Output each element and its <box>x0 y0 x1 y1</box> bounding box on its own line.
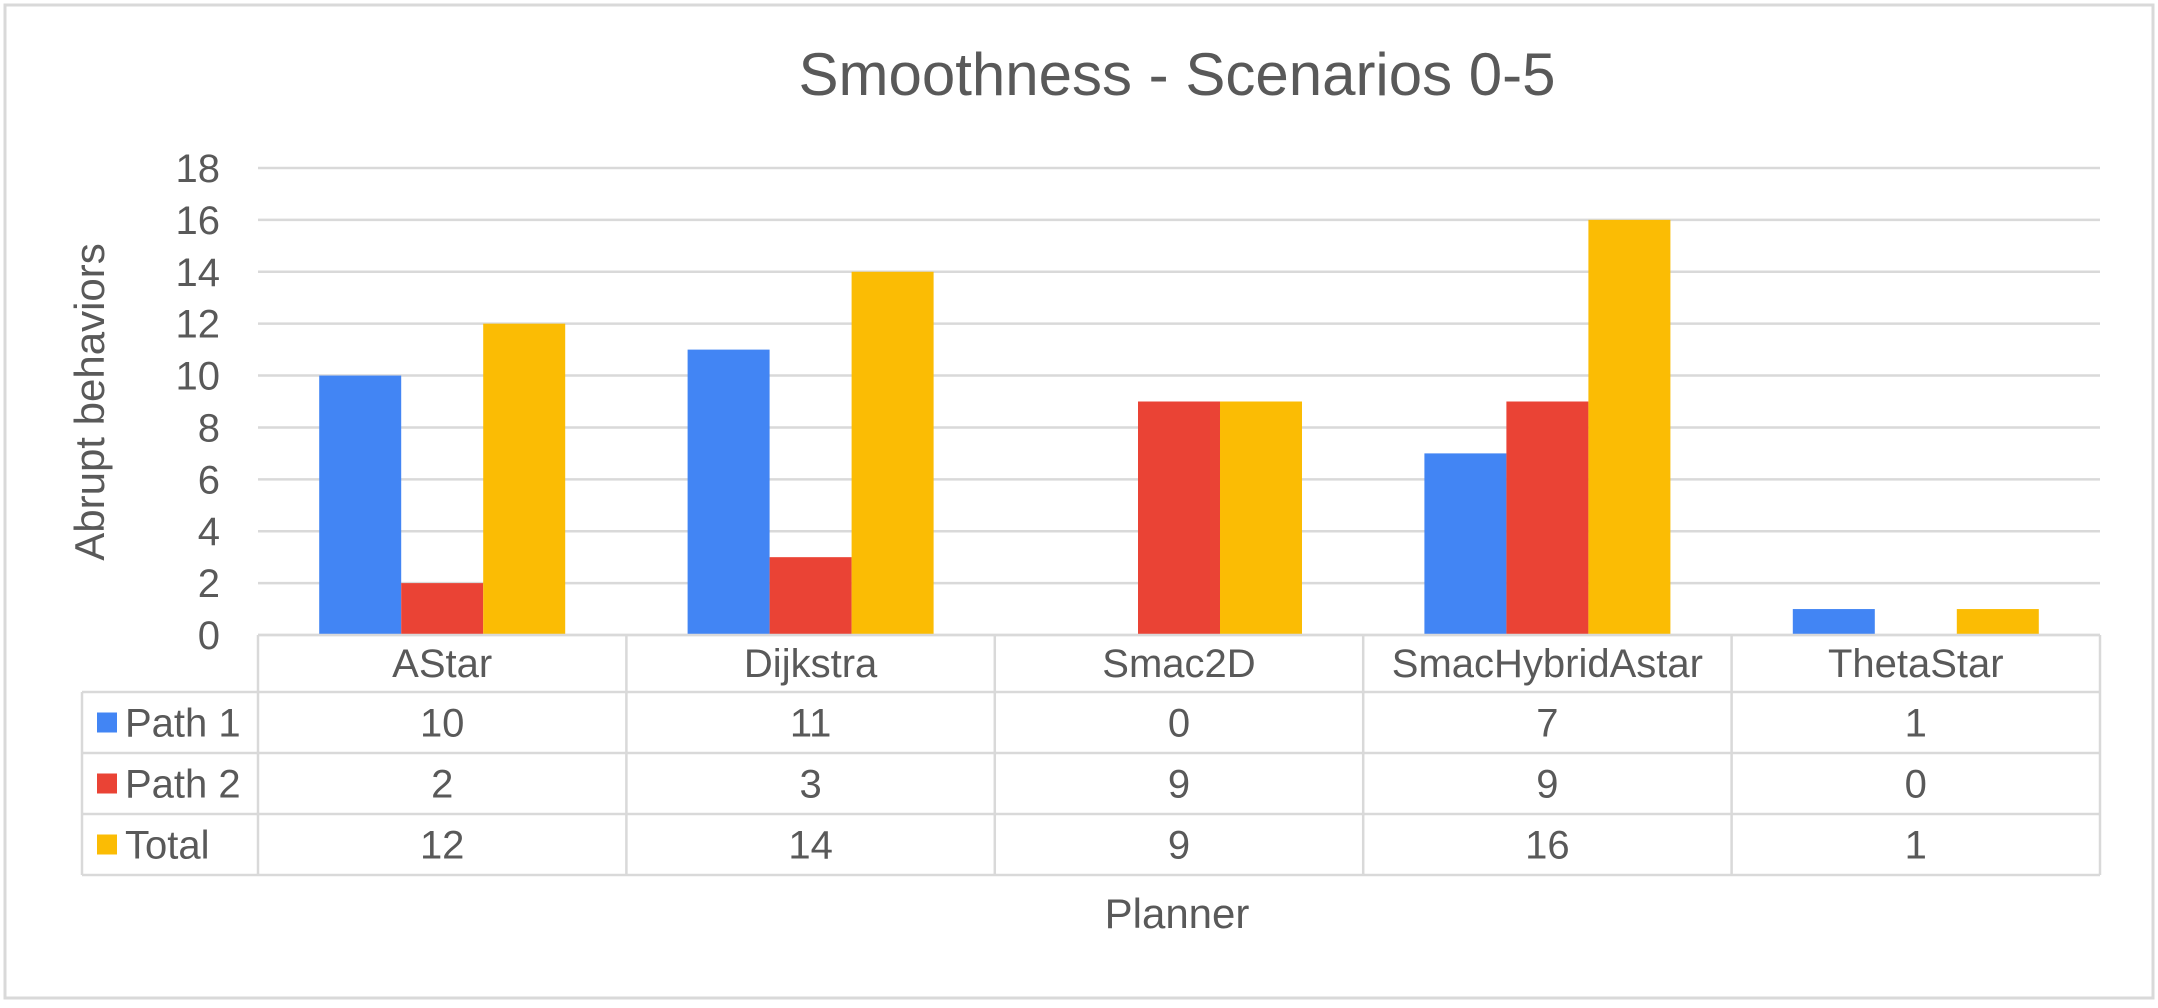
table-cell-value: 9 <box>1536 763 1558 807</box>
table-cell-value: 7 <box>1536 702 1558 746</box>
y-tick-labels: 0 2 4 6 8 10 12 14 16 18 <box>176 147 221 658</box>
table-cell-value: 11 <box>790 702 832 746</box>
legend-label: Total <box>125 824 210 868</box>
table-cell-value: 12 <box>420 824 465 868</box>
y-axis-label: Abrupt behaviors <box>66 243 113 561</box>
y-tick-label: 18 <box>176 147 221 191</box>
table-cell-value: 16 <box>1525 824 1570 868</box>
y-tick-label: 10 <box>176 355 221 399</box>
y-tick-label: 2 <box>198 562 220 606</box>
bar-path-2-dijkstra <box>769 557 852 635</box>
table-cell-value: 0 <box>1905 763 1927 807</box>
y-tick-label: 8 <box>198 406 220 450</box>
bar-path-1-dijkstra <box>687 349 770 635</box>
table-cell-value: 3 <box>799 763 821 807</box>
y-tick-label: 6 <box>198 458 220 502</box>
data-table: AStar Dijkstra Smac2D SmacHybridAstar ThetaS… <box>80 633 2102 877</box>
y-tick-label: 16 <box>176 199 221 243</box>
bar-total-thetastar <box>1956 609 2039 635</box>
table-cell-value: 9 <box>1168 824 1190 868</box>
y-tick-label: 4 <box>198 510 220 554</box>
table-cell-value: 2 <box>431 763 453 807</box>
bar-path-2-astar <box>401 583 484 635</box>
legend-label: Path 2 <box>125 763 241 807</box>
bars <box>319 219 2039 635</box>
table-cell-value: 10 <box>420 702 465 746</box>
x-tick-label: AStar <box>392 642 492 686</box>
table-cell-value: 1 <box>1905 824 1927 868</box>
bar-path-1-smachybridastar <box>1424 453 1507 635</box>
bar-total-dijkstra <box>851 271 934 635</box>
legend-swatch <box>97 834 117 855</box>
bar-total-smachybridastar <box>1588 219 1671 635</box>
legend-label: Path 1 <box>125 702 241 746</box>
table-cell-value: 1 <box>1905 702 1927 746</box>
y-tick-label: 14 <box>176 251 221 295</box>
legend-swatch <box>97 773 117 794</box>
table-cell-value: 14 <box>788 824 833 868</box>
y-tick-label: 12 <box>176 303 221 347</box>
bar-total-smac2d <box>1220 401 1302 635</box>
y-tick-label: 0 <box>198 614 220 658</box>
bar-path-1-astar <box>319 375 402 635</box>
table-cell-value: 9 <box>1168 763 1190 807</box>
x-tick-label: SmacHybridAstar <box>1392 642 1703 686</box>
x-tick-label: Dijkstra <box>744 642 878 686</box>
bar-path-2-smac2d <box>1138 401 1220 635</box>
x-axis-label: Planner <box>1105 890 1250 937</box>
bar-total-astar <box>483 323 566 635</box>
bar-path-2-smachybridastar <box>1506 401 1589 635</box>
x-tick-label: Smac2D <box>1102 642 1255 686</box>
legend-swatch <box>97 712 117 733</box>
x-tick-label: ThetaStar <box>1828 642 2004 686</box>
chart-title: Smoothness - Scenarios 0-5 <box>798 41 1555 108</box>
bar-path-1-thetastar <box>1792 609 1875 635</box>
table-cell-value: 0 <box>1168 702 1190 746</box>
